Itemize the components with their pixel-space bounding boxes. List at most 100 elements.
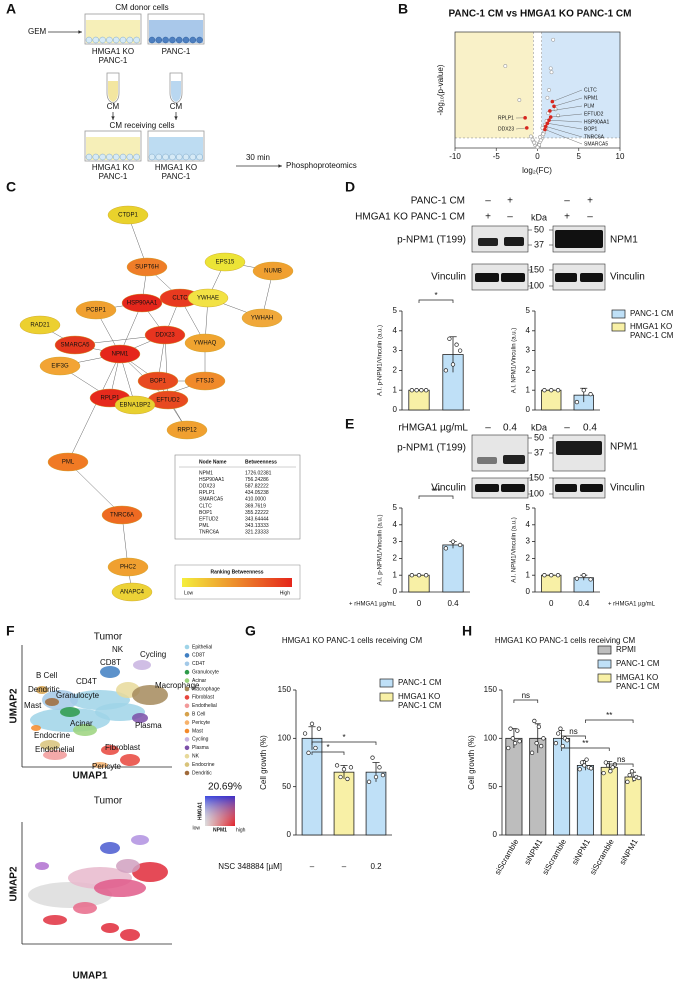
y-tick-label: 50 xyxy=(282,782,291,791)
medium xyxy=(149,137,203,160)
umap-cluster xyxy=(35,862,49,870)
hit-point xyxy=(550,99,555,104)
cell xyxy=(133,36,140,44)
data-point xyxy=(627,772,632,778)
x-axis-label: NSC 348884 [µM] xyxy=(218,862,282,871)
band xyxy=(556,441,602,455)
x-tick-label: 0 xyxy=(417,599,422,608)
data-point xyxy=(608,769,613,774)
receiving-label: HMGA1 KO xyxy=(92,163,134,172)
edge xyxy=(164,334,169,401)
y-tick-label: 0 xyxy=(393,587,398,596)
umap-cluster xyxy=(100,666,120,678)
data-point xyxy=(549,573,554,578)
y-tick-label: 5 xyxy=(393,306,398,315)
y-tick-label: 150 xyxy=(484,685,498,694)
y-tick-label: 100 xyxy=(278,733,292,742)
y-tick-label: 2 xyxy=(526,366,531,375)
band xyxy=(580,273,603,282)
node-label: NUMB xyxy=(264,269,282,275)
cell xyxy=(182,36,190,44)
panel-label: G xyxy=(245,623,256,639)
data-point xyxy=(373,774,379,780)
table-cell: 355.22222 xyxy=(245,510,269,516)
node-label: YWHAQ xyxy=(194,341,217,347)
table-cell: 321.23333 xyxy=(245,530,269,536)
legend-swatch xyxy=(611,309,626,319)
data-point xyxy=(443,546,449,551)
error-bar xyxy=(534,723,541,753)
cluster-label: Granulocyte xyxy=(56,691,100,700)
blot xyxy=(471,477,529,499)
y-axis-label: A.I. p-NPM1/Vinculin (a.u.) xyxy=(378,325,384,396)
node-label: DDX23 xyxy=(155,333,175,339)
hit-point xyxy=(548,115,553,119)
receiving-label: HMGA1 KO xyxy=(155,163,197,172)
cm-label: CM xyxy=(170,102,183,111)
umap-cluster xyxy=(132,685,168,705)
cluster-label: Endocrine xyxy=(34,731,71,740)
down-region xyxy=(455,32,534,138)
significance-label: ** xyxy=(582,739,588,748)
legend-dot xyxy=(184,703,190,709)
data-point xyxy=(629,769,635,774)
cell xyxy=(92,153,100,161)
data-point xyxy=(588,392,593,397)
receiving-label: PANC-1 xyxy=(99,172,128,181)
node-label: PHC2 xyxy=(120,565,137,571)
cell xyxy=(162,36,169,44)
node-label: CTDP1 xyxy=(118,213,138,219)
bar xyxy=(600,766,618,836)
data-point xyxy=(601,770,606,776)
chart-title: HMGA1 KO PANC-1 cells receiving CM xyxy=(282,636,423,645)
receiving-label: PANC-1 xyxy=(162,172,191,181)
cell xyxy=(126,153,134,161)
bar xyxy=(442,544,464,593)
legend-label: PANC-1 CM xyxy=(616,659,660,668)
table-cell: 756.24286 xyxy=(245,477,269,483)
table-frame xyxy=(174,454,301,540)
umap-x-label: UMAP1 xyxy=(72,971,107,982)
legend-label: Mast xyxy=(192,728,203,734)
band xyxy=(503,455,525,464)
data-point xyxy=(529,750,535,755)
data-point xyxy=(338,774,343,780)
donor-title: CM donor cells xyxy=(115,3,168,12)
cell xyxy=(106,153,113,161)
band xyxy=(478,238,498,246)
panel-label: F xyxy=(6,623,15,639)
y-tick-label: 4 xyxy=(526,520,531,529)
legend-label: PANC-1 CM xyxy=(616,682,660,691)
node xyxy=(75,300,117,320)
table-cell: 587.82222 xyxy=(245,484,269,490)
percent-label: 20.69% xyxy=(208,782,242,793)
key-low: low xyxy=(192,825,200,831)
bar xyxy=(333,771,355,836)
gem-label: GEM xyxy=(28,27,47,36)
y-axis-label: Cell growth (%) xyxy=(259,735,268,790)
significance-label: *** xyxy=(431,487,440,496)
leader xyxy=(549,105,583,112)
table-cell: 434.05238 xyxy=(245,490,269,496)
data-point xyxy=(625,779,630,784)
cell xyxy=(155,36,163,44)
leader xyxy=(515,127,527,130)
bar xyxy=(408,389,430,411)
point xyxy=(547,88,551,92)
x-tick-label: 10 xyxy=(616,152,625,161)
data-point xyxy=(409,573,415,578)
legend-label: Granulocyte xyxy=(192,670,219,676)
legend-label: PANC-1 CM xyxy=(630,331,674,340)
data-point xyxy=(309,721,315,726)
y-tick-label: 5 xyxy=(526,306,531,315)
data-point xyxy=(508,726,513,731)
error-bar xyxy=(308,726,316,750)
hit-point xyxy=(543,127,547,132)
data-point xyxy=(603,760,608,765)
cell xyxy=(189,36,197,44)
umap-cluster xyxy=(132,713,148,723)
legend-swatch xyxy=(379,692,394,702)
cell xyxy=(169,36,176,44)
marker-label: 37 xyxy=(534,239,544,249)
umap-cluster xyxy=(31,725,41,731)
